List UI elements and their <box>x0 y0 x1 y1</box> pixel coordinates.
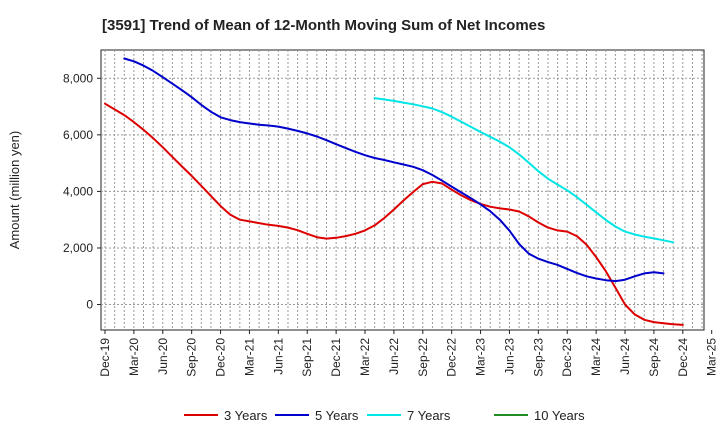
y-axis: 0 2,000 4,000 6,000 8,000 <box>63 71 101 312</box>
y-tick-label: 0 <box>86 298 93 312</box>
legend-item-7-years: 7 Years <box>367 408 451 423</box>
x-tick-label: Sep-21 <box>300 338 314 377</box>
legend-label: 7 Years <box>407 408 451 423</box>
legend-item-10-years: 10 Years <box>494 408 585 423</box>
x-tick-label: Jun-21 <box>271 338 285 375</box>
series-line-5-years <box>123 57 665 283</box>
legend: 3 Years 5 Years 7 Years 10 Years <box>184 408 585 423</box>
legend-label: 5 Years <box>315 408 359 423</box>
legend-label: 10 Years <box>534 408 585 423</box>
x-tick-label: Sep-23 <box>531 338 545 377</box>
legend-item-3-years: 3 Years <box>184 408 268 423</box>
x-tick-label: Sep-22 <box>416 338 430 377</box>
legend-label: 3 Years <box>224 408 268 423</box>
x-tick-label: Jun-22 <box>387 338 401 375</box>
x-tick-label: Jun-24 <box>618 338 632 375</box>
x-tick-label: Sep-20 <box>185 338 199 377</box>
x-tick-label: Dec-23 <box>560 338 574 377</box>
y-tick-label: 2,000 <box>63 241 93 255</box>
chart-title: [3591] Trend of Mean of 12-Month Moving … <box>102 17 545 34</box>
x-tick-label: Mar-21 <box>242 338 256 376</box>
x-tick-label: Dec-19 <box>98 338 112 377</box>
x-tick-label: Mar-23 <box>474 338 488 376</box>
y-tick-label: 4,000 <box>63 184 93 198</box>
y-tick-label: 6,000 <box>63 128 93 142</box>
x-tick-label: Mar-22 <box>358 338 372 376</box>
x-tick-label: Dec-22 <box>445 338 459 377</box>
legend-item-5-years: 5 Years <box>275 408 359 423</box>
x-axis: Dec-19 Mar-20 Jun-20 Sep-20 Dec-20 Mar-21 Jun-… <box>98 330 719 377</box>
x-tick-label: Jun-23 <box>502 338 516 375</box>
y-tick-label: 8,000 <box>63 71 93 85</box>
x-tick-label: Dec-20 <box>214 338 228 377</box>
series-line-3-years <box>104 102 684 326</box>
x-tick-label: Mar-20 <box>127 338 141 376</box>
x-tick-label: Jun-20 <box>156 338 170 375</box>
x-tick-label: Mar-24 <box>589 338 603 376</box>
y-axis-label: Amount (million yen) <box>7 131 22 250</box>
series-line-7-years <box>373 97 675 244</box>
x-tick-label: Dec-24 <box>676 338 690 377</box>
x-tick-label: Mar-25 <box>705 338 719 376</box>
x-tick-label: Sep-24 <box>647 338 661 377</box>
grid-lines <box>101 50 704 330</box>
x-tick-label: Dec-21 <box>329 338 343 377</box>
series-lines <box>104 57 684 326</box>
